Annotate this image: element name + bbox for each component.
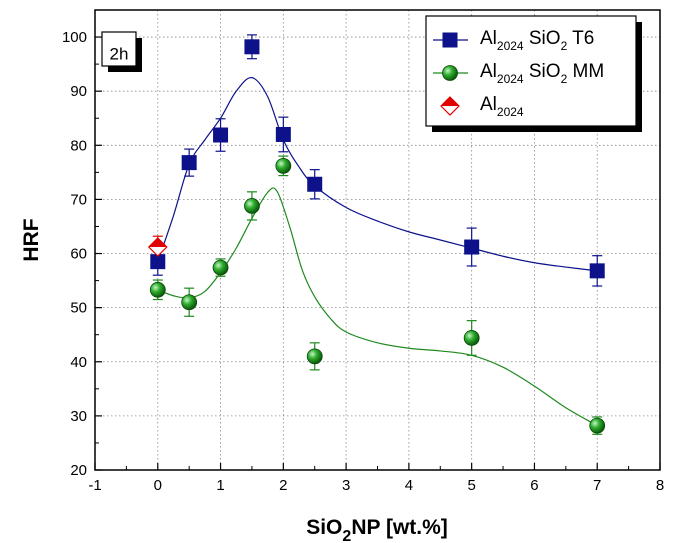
y-tick-label: 20 bbox=[70, 462, 87, 479]
x-tick-label: 2 bbox=[279, 477, 287, 494]
data-point-series-1 bbox=[244, 198, 260, 214]
data-point-series-0 bbox=[244, 39, 260, 55]
legend-label: Al2024 SiO2 T6 bbox=[480, 28, 594, 53]
data-point-series-2 bbox=[147, 237, 168, 257]
x-tick-label: 4 bbox=[405, 477, 413, 494]
data-point-series-1 bbox=[275, 157, 292, 174]
data-point-series-0 bbox=[464, 239, 480, 255]
legend-item-1: Al2024 SiO2 MM bbox=[433, 61, 604, 86]
legend: Al2024 SiO2 T6 Al2024 SiO2 MM Al2024 bbox=[425, 15, 642, 132]
fit-line-series-1 bbox=[157, 187, 598, 427]
y-tick-label: 60 bbox=[70, 246, 87, 263]
legend-item-0: Al2024 SiO2 T6 bbox=[433, 28, 594, 53]
data-point-series-0 bbox=[275, 126, 291, 142]
x-tick-label: 3 bbox=[342, 477, 350, 494]
x-tick-label: 0 bbox=[154, 477, 162, 494]
data-point-series-0 bbox=[213, 127, 229, 143]
x-tick-label: 7 bbox=[593, 477, 601, 494]
legend-label: Al2024 SiO2 MM bbox=[480, 61, 604, 86]
panel-label: 2h bbox=[101, 31, 142, 72]
legend-marker bbox=[442, 32, 458, 48]
axis-ticks: -1 0 1 2 3 4 5 6 7 8 20 30 40 50 60 70 80 90 100 bbox=[62, 29, 664, 494]
data-point-series-1 bbox=[149, 281, 166, 298]
x-tick-label: 1 bbox=[216, 477, 224, 494]
legend-item-2: Al2024 bbox=[440, 94, 524, 119]
x-tick-label: 8 bbox=[656, 477, 664, 494]
data-point-series-1 bbox=[463, 330, 480, 346]
data-point-series-1 bbox=[181, 294, 198, 311]
data-point-series-0 bbox=[589, 263, 605, 279]
y-tick-label: 30 bbox=[70, 408, 87, 425]
y-tick-label: 80 bbox=[70, 137, 87, 154]
y-tick-label: 50 bbox=[70, 300, 87, 317]
y-tick-label: 90 bbox=[70, 83, 87, 100]
x-axis-title: SiO2NP [wt.%] bbox=[306, 516, 448, 543]
y-tick-label: 100 bbox=[62, 29, 87, 46]
data-point-series-1 bbox=[212, 259, 229, 276]
data-point-series-0 bbox=[307, 176, 323, 192]
data-points bbox=[147, 39, 606, 434]
legend-marker bbox=[440, 96, 460, 116]
x-tick-label: 5 bbox=[467, 477, 475, 494]
y-tick-label: 40 bbox=[70, 354, 87, 371]
fit-curves bbox=[157, 77, 598, 427]
x-tick-label: -1 bbox=[88, 477, 101, 494]
data-point-series-1 bbox=[306, 348, 323, 365]
fit-line-series-0 bbox=[157, 77, 598, 272]
y-tick-label: 70 bbox=[70, 191, 87, 208]
y-axis-title: HRF bbox=[20, 218, 43, 261]
data-point-series-0 bbox=[181, 155, 197, 171]
x-tick-label: 6 bbox=[530, 477, 538, 494]
panel-label-text: 2h bbox=[110, 44, 129, 63]
legend-label: Al2024 bbox=[480, 94, 524, 119]
data-point-series-1 bbox=[589, 417, 606, 434]
legend-marker bbox=[442, 65, 458, 81]
